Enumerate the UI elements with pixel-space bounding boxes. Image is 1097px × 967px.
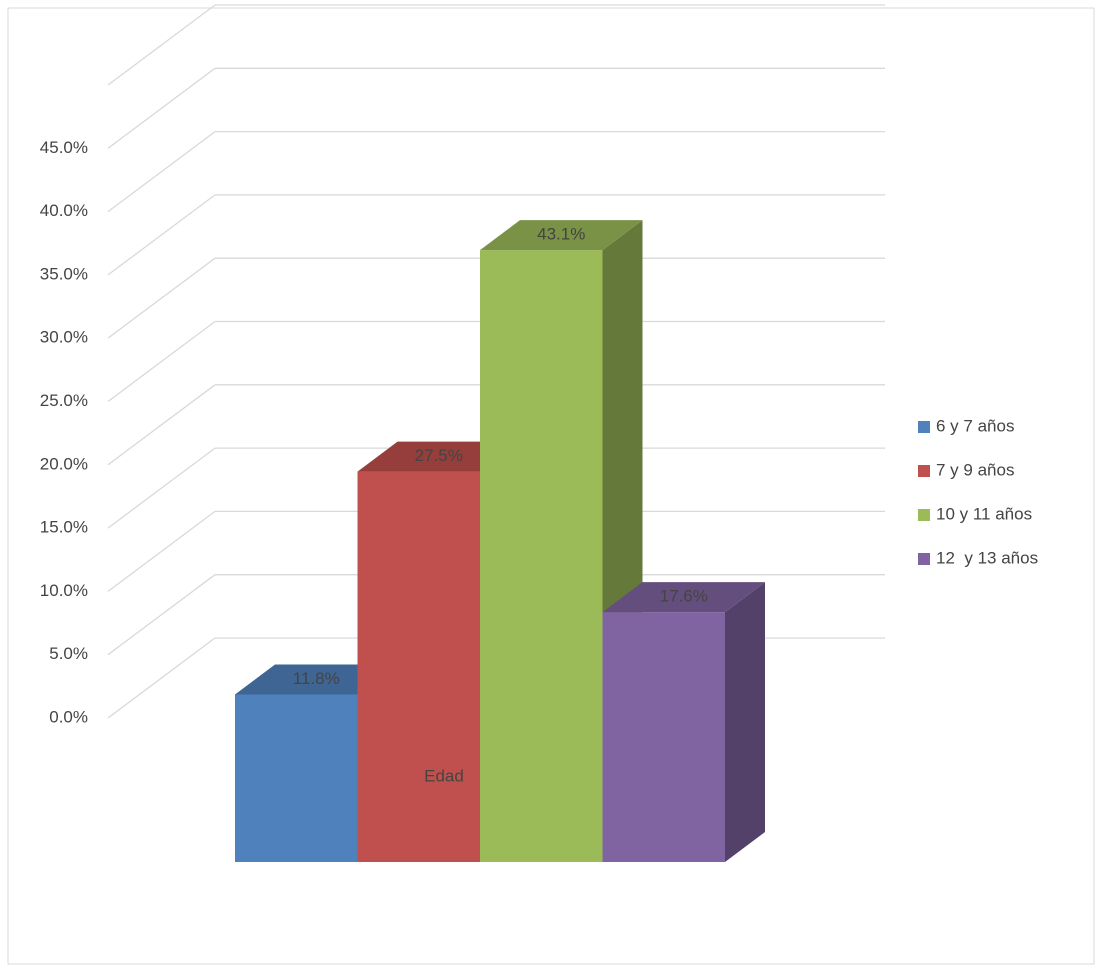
- legend-label: 10 y 11 años: [936, 504, 1032, 523]
- y-tick-label: 45.0%: [40, 138, 88, 157]
- legend-label: 12 y 13 años: [936, 548, 1038, 567]
- bar: [602, 612, 725, 862]
- legend-label: 7 y 9 años: [936, 460, 1014, 479]
- grid-line: [107, 320, 216, 403]
- grid-line: [107, 67, 216, 149]
- chart-border: [7, 7, 1095, 965]
- grid-line: [107, 447, 216, 529]
- bar: [235, 694, 358, 862]
- bar: [357, 471, 480, 862]
- data-label: 17.6%: [660, 587, 708, 606]
- legend-swatch: [918, 421, 930, 433]
- bar-side: [725, 582, 765, 862]
- y-tick-label: 35.0%: [40, 264, 88, 283]
- grid-line: [107, 574, 216, 656]
- grid-line: [107, 637, 216, 719]
- grid-line: [107, 510, 216, 592]
- bar-top: [235, 664, 398, 695]
- data-label: 43.1%: [537, 225, 585, 244]
- y-tick-label: 5.0%: [49, 644, 88, 663]
- grid-line: [107, 194, 216, 276]
- y-tick-label: 0.0%: [49, 707, 88, 726]
- legend-swatch: [918, 553, 930, 565]
- grid-line: [107, 4, 216, 86]
- y-tick-label: 10.0%: [40, 581, 88, 600]
- legend-swatch: [918, 465, 930, 477]
- y-tick-label: 15.0%: [40, 518, 88, 537]
- y-tick-label: 30.0%: [40, 328, 88, 347]
- bar-top: [602, 582, 765, 613]
- x-tick-label: Edad: [424, 766, 464, 785]
- grid-line: [107, 384, 216, 466]
- grid-line: [107, 131, 216, 213]
- bar-top: [357, 441, 520, 472]
- data-label: 11.8%: [293, 669, 340, 688]
- grid-line: [107, 257, 216, 339]
- bar-top: [480, 220, 643, 251]
- y-tick-label: 25.0%: [40, 391, 88, 410]
- bar: [480, 250, 603, 862]
- legend-label: 6 y 7 años: [936, 416, 1014, 435]
- legend-swatch: [918, 509, 930, 521]
- y-tick-label: 20.0%: [40, 454, 88, 473]
- y-tick-label: 40.0%: [40, 201, 88, 220]
- data-label: 27.5%: [415, 446, 463, 465]
